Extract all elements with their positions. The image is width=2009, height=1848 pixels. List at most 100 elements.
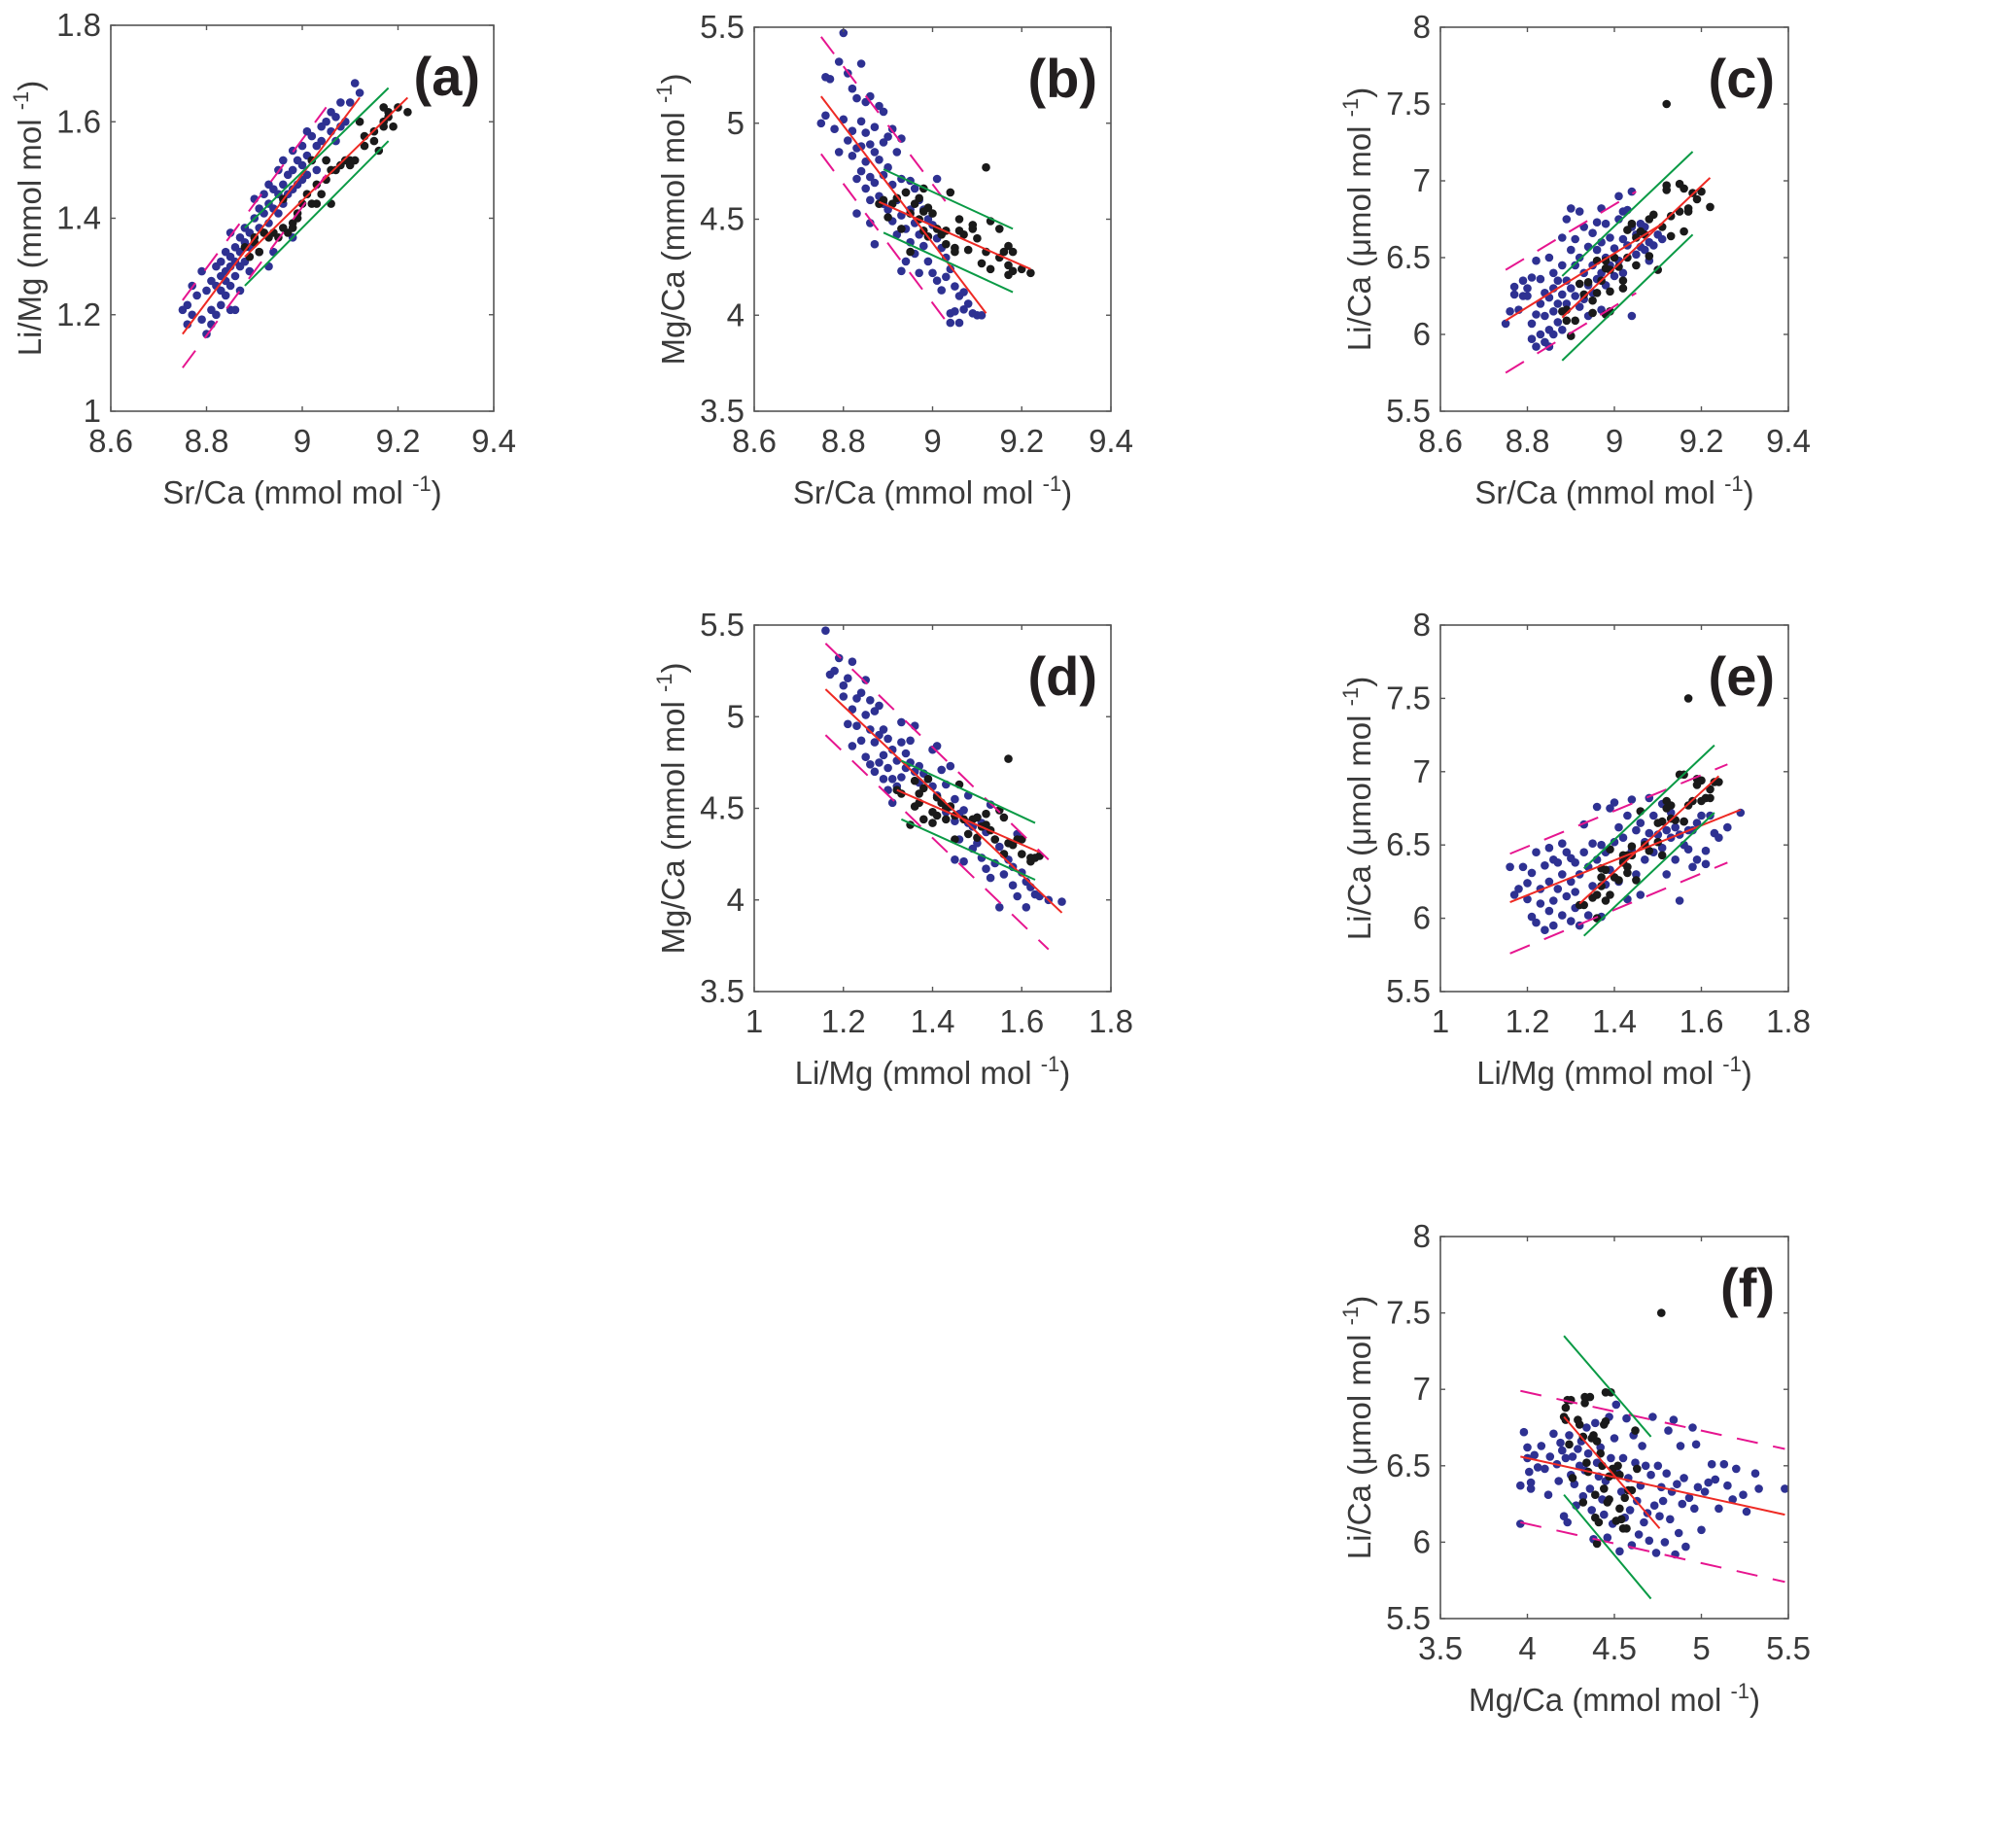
point-blue	[830, 666, 839, 676]
point-black	[1588, 308, 1597, 318]
point-blue	[1523, 1443, 1532, 1452]
series-black	[1559, 1308, 1666, 1549]
point-blue	[197, 315, 206, 325]
point-blue	[937, 765, 946, 775]
point-blue	[923, 215, 933, 224]
x-axis-label: Li/Mg (mmol mol -1)	[795, 1052, 1071, 1091]
point-blue	[923, 257, 933, 266]
point-blue	[217, 300, 225, 310]
point-black	[973, 813, 982, 822]
point-black	[1632, 876, 1641, 885]
x-tick-label: 8.8	[821, 423, 866, 459]
point-black	[999, 813, 1009, 822]
point-blue	[1649, 811, 1658, 820]
point-black	[1680, 227, 1688, 236]
point-black	[1633, 1464, 1642, 1474]
point-black	[1004, 241, 1013, 251]
line-fit-black	[1563, 1415, 1661, 1529]
point-blue	[834, 653, 844, 663]
point-blue	[951, 282, 959, 291]
point-blue	[839, 692, 849, 701]
line-fit-blue	[824, 688, 1063, 914]
point-black	[379, 122, 389, 131]
point-blue	[302, 170, 312, 180]
point-blue	[1553, 299, 1563, 308]
point-blue	[1563, 1517, 1572, 1527]
point-blue	[1549, 1429, 1558, 1439]
point-blue	[821, 626, 830, 635]
point-blue	[951, 794, 959, 804]
y-tick-label: 5.5	[1386, 973, 1431, 1009]
y-tick-label: 5.5	[700, 9, 745, 45]
point-blue	[1610, 1434, 1619, 1443]
point-blue	[1742, 1507, 1751, 1517]
point-blue	[946, 318, 955, 328]
point-blue	[1614, 822, 1623, 832]
point-blue	[1544, 877, 1554, 887]
line-pred-lower-black	[244, 140, 390, 287]
y-tick-label: 6	[1413, 316, 1431, 352]
point-blue	[230, 271, 240, 281]
x-tick-label: 1.8	[1766, 1003, 1811, 1039]
point-black	[1562, 316, 1572, 326]
panel-label: (b)	[1027, 48, 1097, 109]
point-blue	[995, 842, 1004, 852]
x-tick-label: 8.6	[732, 423, 777, 459]
point-blue	[1562, 848, 1572, 856]
point-blue	[1544, 253, 1554, 262]
point-blue	[861, 676, 870, 684]
point-blue	[1610, 798, 1619, 807]
point-blue	[1688, 1423, 1697, 1432]
x-tick-label: 4	[1518, 1630, 1536, 1666]
point-blue	[1615, 1547, 1624, 1556]
point-blue	[844, 136, 852, 145]
point-black	[1600, 1484, 1609, 1493]
point-black	[1585, 1392, 1595, 1402]
line-pred-upper-black	[900, 759, 1036, 824]
point-black	[928, 819, 937, 827]
point-blue	[331, 113, 340, 122]
point-black	[1578, 1432, 1588, 1442]
point-blue	[1704, 1478, 1713, 1487]
point-blue	[1567, 917, 1576, 925]
point-blue	[1632, 825, 1641, 835]
line-pred-lower-blue	[1520, 1520, 1785, 1584]
point-black	[1623, 253, 1632, 262]
point-blue	[279, 180, 288, 190]
point-blue	[1525, 1467, 1534, 1477]
point-blue	[834, 57, 844, 66]
point-blue	[982, 864, 990, 873]
point-blue	[856, 117, 866, 126]
y-axis-label: Mg/Ca (mmol mol -1)	[652, 662, 691, 954]
point-blue	[844, 674, 852, 682]
line-pred-upper-blue	[824, 643, 1050, 860]
point-blue	[1559, 1512, 1569, 1520]
y-axis-label: Li/Ca (μmol mol -1)	[1338, 87, 1377, 351]
point-blue	[1610, 244, 1619, 253]
point-blue	[861, 157, 870, 166]
point-black	[312, 180, 322, 190]
point-blue	[1692, 819, 1702, 827]
point-blue	[892, 148, 902, 157]
point-blue	[1523, 284, 1532, 293]
point-blue	[1558, 290, 1567, 299]
y-tick-label: 6.5	[1386, 239, 1431, 275]
point-blue	[870, 707, 880, 715]
point-blue	[1574, 1445, 1582, 1453]
point-blue	[307, 131, 317, 141]
point-blue	[937, 286, 946, 295]
point-blue	[288, 165, 297, 175]
point-blue	[1607, 1453, 1615, 1463]
plot-area	[816, 28, 1035, 328]
point-blue	[1575, 253, 1584, 262]
point-blue	[866, 140, 875, 149]
point-black	[255, 247, 264, 257]
point-blue	[1697, 811, 1706, 820]
point-blue	[1697, 1525, 1706, 1535]
point-blue	[932, 742, 942, 750]
panel-label: (c)	[1709, 48, 1775, 109]
point-blue	[355, 88, 364, 97]
line-pred-lower-black	[1561, 233, 1694, 362]
x-tick-label: 9	[1606, 423, 1623, 459]
x-tick-label: 1.6	[1680, 1003, 1724, 1039]
